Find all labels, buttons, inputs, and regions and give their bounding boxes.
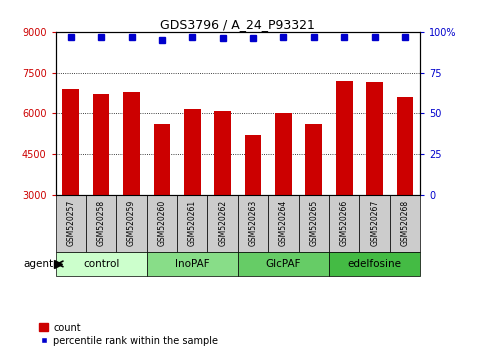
Bar bbox=[147, 252, 238, 276]
Text: control: control bbox=[83, 259, 119, 269]
Bar bbox=[116, 195, 147, 252]
Bar bbox=[366, 82, 383, 195]
Bar bbox=[275, 113, 292, 195]
Bar bbox=[397, 97, 413, 195]
Bar bbox=[56, 252, 147, 276]
Text: GSM520268: GSM520268 bbox=[400, 200, 410, 246]
Bar bbox=[268, 195, 298, 252]
Text: GSM520261: GSM520261 bbox=[188, 200, 197, 246]
Bar bbox=[154, 124, 170, 195]
Text: InoPAF: InoPAF bbox=[175, 259, 210, 269]
Bar bbox=[177, 195, 208, 252]
Text: agent: agent bbox=[24, 259, 54, 269]
Bar bbox=[184, 109, 200, 195]
Bar bbox=[390, 195, 420, 252]
Bar bbox=[359, 195, 390, 252]
Text: GSM520259: GSM520259 bbox=[127, 200, 136, 246]
Text: GSM520263: GSM520263 bbox=[249, 200, 257, 246]
Bar bbox=[238, 252, 329, 276]
Text: GSM520265: GSM520265 bbox=[309, 200, 318, 246]
Bar bbox=[123, 92, 140, 195]
Bar bbox=[329, 252, 420, 276]
Bar bbox=[62, 89, 79, 195]
Text: edelfosine: edelfosine bbox=[348, 259, 402, 269]
Text: GSM520266: GSM520266 bbox=[340, 200, 349, 246]
Bar bbox=[147, 195, 177, 252]
Bar bbox=[93, 94, 110, 195]
Text: GlcPAF: GlcPAF bbox=[266, 259, 301, 269]
Bar bbox=[305, 124, 322, 195]
Text: GSM520260: GSM520260 bbox=[157, 200, 167, 246]
Bar bbox=[208, 195, 238, 252]
Bar bbox=[245, 135, 261, 195]
Bar bbox=[56, 195, 86, 252]
Text: GSM520257: GSM520257 bbox=[66, 200, 75, 246]
Text: GSM520258: GSM520258 bbox=[97, 200, 106, 246]
Bar bbox=[336, 81, 353, 195]
Text: GSM520267: GSM520267 bbox=[370, 200, 379, 246]
Bar bbox=[238, 195, 268, 252]
Legend: count, percentile rank within the sample: count, percentile rank within the sample bbox=[39, 323, 218, 346]
Bar bbox=[214, 110, 231, 195]
Bar bbox=[86, 195, 116, 252]
Bar bbox=[329, 195, 359, 252]
Title: GDS3796 / A_24_P93321: GDS3796 / A_24_P93321 bbox=[160, 18, 315, 31]
Text: GSM520264: GSM520264 bbox=[279, 200, 288, 246]
Bar bbox=[298, 195, 329, 252]
Text: GSM520262: GSM520262 bbox=[218, 200, 227, 246]
